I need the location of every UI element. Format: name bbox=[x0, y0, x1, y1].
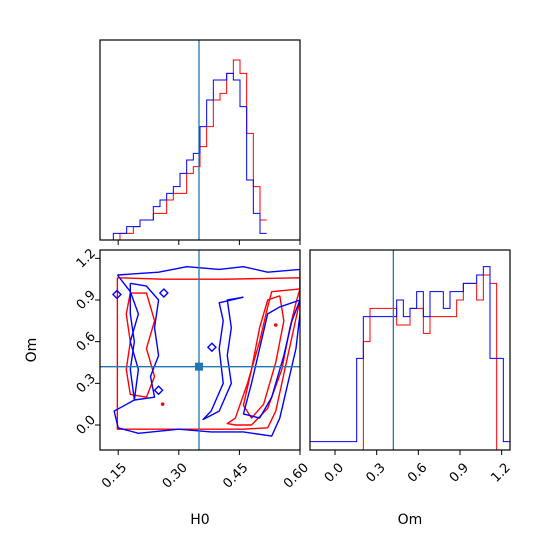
red-contour-0 bbox=[116, 277, 300, 430]
h0-histogram-panel bbox=[99, 39, 301, 245]
om-hist-series-group bbox=[310, 266, 510, 450]
om-tick-label-x-0.9: 0.9 bbox=[447, 460, 472, 485]
om-tick-label-x-1.2: 1.2 bbox=[488, 460, 513, 485]
om-tick-label-x-0.0: 0.0 bbox=[322, 460, 347, 485]
main-panel-frame bbox=[99, 249, 301, 451]
om-histogram-panel: 0.0 0.3 0.6 0.9 1.2 bbox=[309, 249, 514, 486]
blue-marker-3 bbox=[153, 385, 164, 396]
right-panel-frame bbox=[309, 249, 511, 451]
blue-marker-1 bbox=[206, 342, 217, 353]
om-tick-label-y-0.6: 0.6 bbox=[74, 329, 99, 354]
contour-series-group bbox=[111, 265, 300, 437]
blue-contour-0 bbox=[113, 265, 300, 437]
x-axis-label-om: Om bbox=[398, 512, 423, 528]
red-marker-0 bbox=[273, 323, 278, 327]
blue-contour-2 bbox=[202, 296, 244, 421]
axis-labels: H0 Om Om bbox=[24, 338, 422, 528]
h0-tick-label-0.30: 0.30 bbox=[160, 460, 191, 491]
h0-tick-label-0.60: 0.60 bbox=[281, 460, 312, 491]
om-tick-label-y-0.9: 0.9 bbox=[74, 288, 99, 313]
h0-hist-blue-series bbox=[100, 72, 267, 240]
red-marker-1 bbox=[160, 402, 165, 406]
blue-marker-0 bbox=[111, 289, 122, 300]
om-hist-red-series bbox=[310, 274, 510, 450]
om-tick-label-x-0.3: 0.3 bbox=[363, 460, 388, 485]
blue-contour-1 bbox=[242, 299, 300, 419]
blue-contour-3 bbox=[129, 282, 160, 401]
h0-tick-label-0.45: 0.45 bbox=[220, 460, 251, 491]
om-tick-label-y-1.2: 1.2 bbox=[74, 246, 99, 271]
y-axis-label-om: Om bbox=[24, 338, 40, 363]
om-hist-blue-series bbox=[310, 266, 510, 450]
red-contour-2 bbox=[242, 295, 285, 419]
h0-hist-series-group bbox=[100, 59, 267, 240]
blue-marker-2 bbox=[158, 288, 169, 299]
h0-om-contour-panel: 0.15 0.30 0.45 0.60 0.0 0.3 0.6 0.9 1.2 bbox=[74, 246, 312, 491]
om-tick-label-y-0.0: 0.0 bbox=[74, 413, 99, 438]
top-panel-frame bbox=[99, 39, 301, 241]
red-contour-3 bbox=[125, 292, 156, 398]
h0-hist-red-series bbox=[100, 59, 267, 240]
om-tick-label-y-0.3: 0.3 bbox=[74, 371, 99, 396]
h0-tick-label-0.15: 0.15 bbox=[99, 460, 130, 491]
x-axis-label-h0: H0 bbox=[190, 512, 209, 528]
om-tick-label-x-0.6: 0.6 bbox=[405, 460, 430, 485]
truth-point-marker bbox=[194, 362, 203, 371]
